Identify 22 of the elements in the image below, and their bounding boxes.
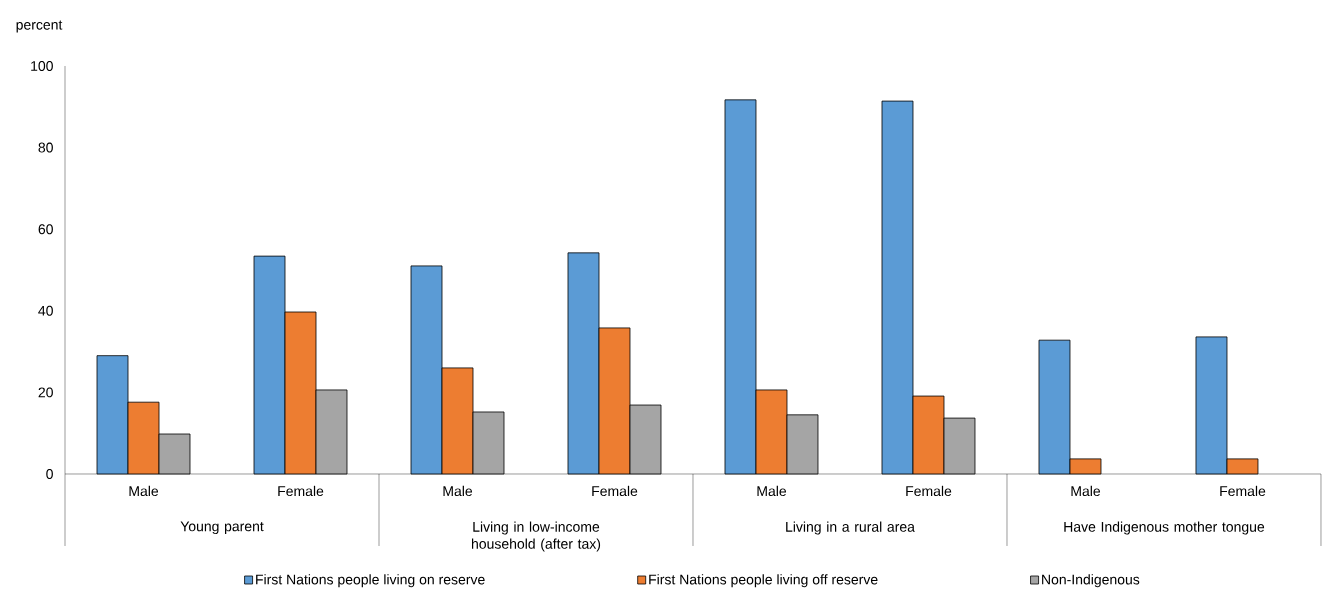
legend-label: First Nations people living on reserve: [256, 574, 485, 588]
x-tick-label: Male: [129, 485, 159, 497]
y-tick-label: 20: [38, 387, 53, 398]
text: Young parent: [180, 521, 264, 535]
legend-label: Non-Indigenous: [1042, 574, 1140, 588]
x-tick-label: Male: [1071, 485, 1101, 497]
x-tick-label: Female: [906, 485, 952, 497]
text: Have Indigenous mother tongue: [1064, 521, 1265, 535]
x-tick-label: Male: [757, 485, 787, 497]
legend-label: First Nations people living off reserve: [649, 574, 878, 588]
y-tick-label: 40: [38, 305, 53, 316]
y-tick-label: 60: [38, 224, 53, 235]
y-tick-label: 0: [46, 469, 53, 479]
x-tick-label: Female: [592, 485, 638, 497]
text: Living in a rural area: [786, 521, 915, 535]
y-tick-label: 100: [31, 61, 53, 71]
y-tick-label: 80: [38, 142, 53, 153]
y-axis-title: percent: [16, 20, 63, 33]
x-tick-label: Male: [443, 485, 473, 497]
text: Living in low-income household (after tax): [471, 521, 601, 552]
x-tick-label: Female: [1220, 485, 1266, 497]
x-tick-label: Female: [278, 485, 324, 497]
